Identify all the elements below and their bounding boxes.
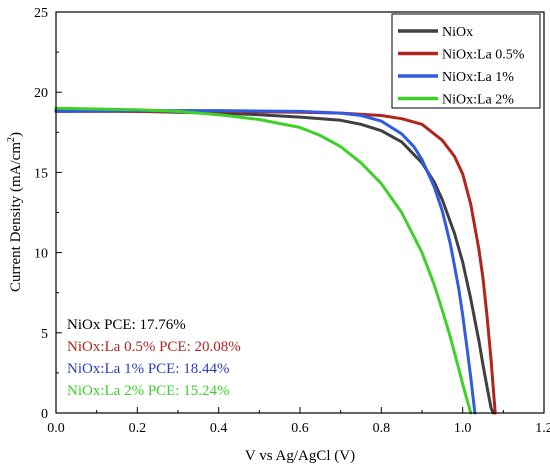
pce-annotation: NiOx:La 0.5% PCE: 20.08% — [67, 339, 241, 355]
y-axis-label-sup: 2 — [6, 137, 17, 142]
legend-label: NiOx:La 2% — [442, 93, 514, 108]
series-line — [54, 106, 473, 415]
pce-annotation: NiOx PCE: 17.76% — [67, 317, 186, 333]
series-line — [54, 109, 477, 415]
x-tick-label: 1.0 — [454, 421, 472, 436]
legend-label: NiOx:La 1% — [442, 70, 514, 85]
x-tick-label: 1.2 — [535, 421, 550, 436]
legend-label: NiOx:La 0.5% — [442, 48, 525, 63]
legend: NiOx NiOx:La 0.5% NiOx:La 1% NiOx:La 2% — [391, 13, 541, 109]
y-tick-label: 10 — [34, 247, 48, 262]
y-tick-label: 0 — [41, 407, 48, 422]
pce-annotation: NiOx:La 2% PCE: 15.24% — [67, 383, 230, 399]
y-axis-label-close: ) — [8, 132, 24, 137]
y-tick-label: 5 — [41, 327, 48, 342]
y-tick-label: 20 — [34, 86, 48, 101]
y-axis-label-main: Current Density (mA/cm — [8, 142, 24, 292]
x-tick-label: 0.8 — [373, 421, 391, 436]
y-tick-label: 25 — [34, 6, 48, 21]
axis-ticks: 0.0 0.2 0.4 0.6 0.8 1.0 1.2 0 5 10 15 20 25 — [34, 6, 550, 436]
x-axis-label: V vs Ag/AgCl (V) — [245, 448, 355, 464]
series-lines — [54, 106, 497, 415]
x-tick-label: 0.6 — [291, 421, 309, 436]
legend-label: NiOx — [442, 25, 473, 40]
pce-annotations: NiOx PCE: 17.76% NiOx:La 0.5% PCE: 20.08%… — [67, 317, 241, 399]
pce-annotation: NiOx:La 1% PCE: 18.44% — [67, 361, 230, 377]
x-tick-label: 0.0 — [47, 421, 65, 436]
y-axis-label: Current Density (mA/cm2) — [6, 132, 24, 292]
y-tick-label: 15 — [34, 166, 48, 181]
x-tick-label: 0.2 — [129, 421, 147, 436]
x-tick-label: 0.4 — [210, 421, 228, 436]
